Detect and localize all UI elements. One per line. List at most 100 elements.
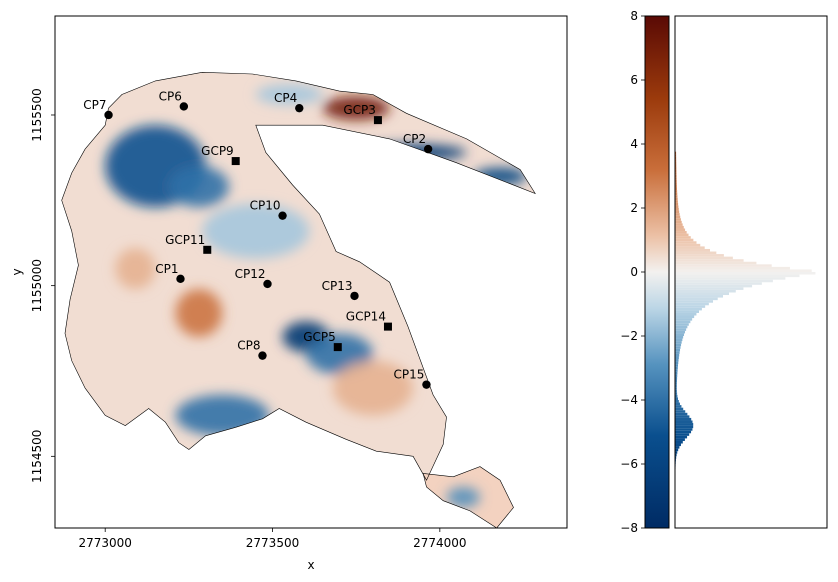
histogram-bar-63: [675, 346, 681, 349]
point-label-GCP14: GCP14: [346, 310, 386, 324]
histogram-bar-50: [675, 379, 677, 383]
map-frame: [54, 15, 568, 529]
histogram-bar-27: [675, 438, 685, 441]
histogram-bar-136: [675, 159, 677, 162]
histogram-bar-82: [675, 297, 718, 301]
histogram-bar-30: [675, 430, 692, 434]
histogram-bar-71: [675, 325, 688, 329]
histogram-bar-40: [675, 405, 682, 408]
colorbar: 8 6 4 2 0 −2 −4 −6 −8: [620, 9, 670, 535]
map-inset-outline: [422, 466, 514, 528]
control-points: CP7 CP6 CP4 GCP3 CP2 GCP9 CP10 GCP11 CP1 CP12 CP13…: [83, 89, 433, 389]
point-marker-CP15: [422, 380, 431, 389]
colorbar-tick-label-0: 8: [630, 9, 638, 23]
histogram-bar-62: [675, 348, 681, 352]
histogram-bar-123: [675, 192, 678, 196]
histogram-bar-119: [675, 202, 679, 206]
histogram-bar-133: [675, 167, 677, 170]
point-label-CP6: CP6: [159, 89, 182, 103]
histogram-bar-122: [675, 195, 678, 198]
histogram-bar-38: [675, 410, 686, 413]
histogram-bar-77: [675, 310, 700, 313]
histogram-bar-131: [675, 172, 677, 175]
point-marker-CP8: [258, 351, 267, 360]
anomaly-1: [168, 166, 230, 208]
point-marker-CP2: [423, 144, 433, 154]
histogram-bar-81: [675, 300, 714, 303]
histogram-bar-95: [675, 264, 772, 267]
histogram-bar-53: [675, 371, 678, 375]
point-label-CP13: CP13: [322, 279, 353, 293]
histogram-bar-98: [675, 256, 733, 260]
histogram-bar-41: [675, 402, 680, 406]
histogram-bar-22: [675, 451, 678, 454]
histogram-bar-116: [675, 210, 680, 214]
point-label-GCP3: GCP3: [343, 103, 376, 117]
histogram-bar-72: [675, 323, 689, 326]
histogram-bar-126: [675, 184, 677, 188]
histogram-bar-96: [675, 261, 757, 265]
histogram-bar-118: [675, 205, 679, 208]
point-marker-CP13: [350, 291, 359, 301]
point-marker-GCP14: [383, 322, 392, 331]
histogram-bar-66: [675, 338, 683, 342]
point-marker-CP6: [179, 102, 189, 111]
point-marker-CP10: [278, 211, 287, 220]
anomaly-4: [175, 394, 270, 436]
histogram-bar-92: [675, 272, 816, 275]
histogram-bar-120: [675, 200, 678, 203]
anomaly-6: [346, 144, 467, 162]
histogram-bar-101: [675, 248, 711, 252]
point-marker-GCP11: [203, 245, 212, 254]
histogram-bar-85: [675, 289, 736, 293]
histogram-bar-110: [675, 225, 684, 229]
histogram-bar-87: [675, 284, 753, 288]
histogram-bar-76: [675, 312, 697, 316]
histogram-bar-104: [675, 241, 697, 244]
y-ticks: 1154500 1155000 1155500: [30, 88, 55, 483]
histogram-bar-61: [675, 351, 680, 354]
colorbar-tick-label-1: 6: [630, 73, 638, 87]
histogram-bar-65: [675, 341, 682, 344]
histogram-bar-42: [675, 400, 679, 403]
histogram-bar-113: [675, 218, 681, 221]
histogram-bar-99: [675, 254, 724, 257]
histogram-bar-52: [675, 374, 678, 377]
histogram-bar-36: [675, 415, 690, 418]
point-marker-CP7: [104, 110, 113, 120]
histogram-bar-25: [675, 443, 681, 447]
histogram-bar-21: [675, 453, 677, 457]
colorbar-tick-label-3: 2: [630, 201, 638, 215]
histogram-bar-33: [675, 423, 694, 426]
histogram-bar-48: [675, 384, 677, 388]
point-label-CP2: CP2: [403, 132, 426, 146]
histogram-bar-28: [675, 435, 688, 439]
histogram-bar-44: [675, 394, 678, 398]
anomaly-8: [175, 289, 223, 337]
histogram-bar-32: [675, 425, 694, 429]
histogram-bar-135: [675, 161, 677, 165]
histogram-bar-128: [675, 179, 677, 183]
anomaly-13: [446, 487, 480, 508]
anomaly-11: [115, 248, 156, 290]
histogram-bar-103: [675, 243, 701, 247]
histogram-bar-74: [675, 318, 693, 321]
histogram-bar-108: [675, 231, 687, 234]
map-axes: CP7 CP6 CP4 GCP3 CP2 GCP9 CP10 GCP11 CP1 CP12 CP13…: [10, 15, 568, 572]
point-marker-GCP9: [231, 157, 240, 166]
histogram-bar-134: [675, 164, 677, 168]
histogram-bar-64: [675, 343, 682, 347]
histogram-bar-59: [675, 356, 679, 360]
histogram-bar-115: [675, 213, 680, 216]
histogram-bar-100: [675, 251, 717, 255]
histogram-bar-129: [675, 177, 677, 180]
histogram-bar-39: [675, 407, 684, 411]
histogram-bar-127: [675, 182, 677, 185]
histogram-bar-55: [675, 366, 678, 370]
histogram-bar-57: [675, 361, 679, 365]
colorbar-ticks: 8 6 4 2 0 −2 −4 −6 −8: [620, 9, 645, 535]
histogram-bar-70: [675, 328, 687, 331]
histogram-bar-125: [675, 187, 677, 191]
histogram-bar-88: [675, 282, 762, 285]
map-raster: CP7 CP6 CP4 GCP3 CP2 GCP9 CP10 GCP11 CP1 CP12 CP13…: [61, 71, 536, 528]
